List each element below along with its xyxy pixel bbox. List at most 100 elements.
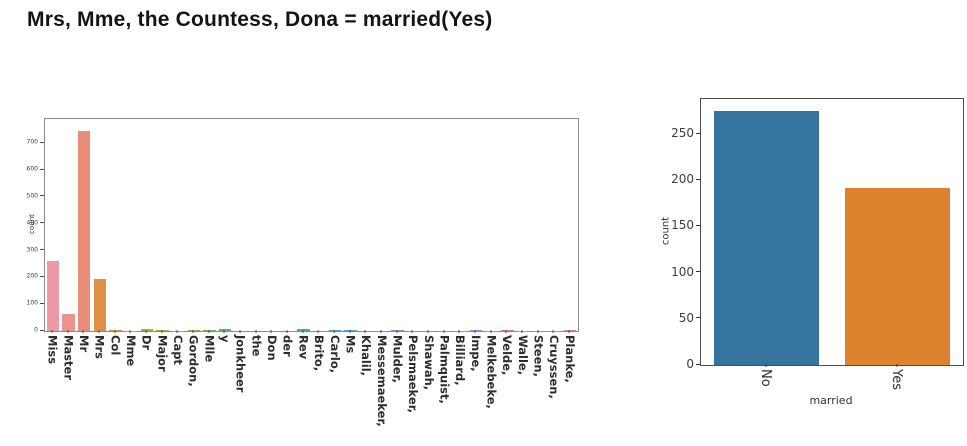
- y-tick-mark: [696, 271, 700, 273]
- x-tick-label-steen: Steen,: [531, 335, 546, 377]
- bar-slot-gordon: [186, 119, 202, 331]
- x-tick-label-master: Master: [61, 335, 76, 381]
- bar-slot-pelsmaeker: [405, 119, 421, 331]
- x-tick-label-mrs: Mrs: [92, 335, 107, 359]
- x-tick-mark: [317, 330, 319, 333]
- y-tick-mark: [40, 302, 44, 304]
- x-tick-label-col: Col: [108, 335, 123, 356]
- y-tick-mark: [40, 275, 44, 277]
- bar-slot-planke: [562, 119, 578, 331]
- x-tick-mark: [82, 330, 84, 333]
- bar-carlo: [328, 330, 342, 331]
- y-tick-label: 100: [26, 299, 38, 307]
- x-tick-mark: [208, 330, 210, 333]
- bars: [45, 119, 578, 331]
- bar-major: [156, 330, 169, 331]
- x-tick-mark: [568, 330, 570, 333]
- bar-slot-walle: [515, 119, 531, 331]
- x-tick-mark: [161, 330, 163, 333]
- bar-impe: [469, 330, 483, 331]
- y-tick-mark: [696, 317, 700, 319]
- x-tick-label-capt: Capt: [171, 335, 185, 365]
- x-tick-label-the: the: [249, 335, 264, 357]
- x-tick-mark: [51, 330, 53, 333]
- bar-slot-miss: [45, 119, 61, 331]
- x-tick-mark: [411, 330, 413, 333]
- y-tick-label: 600: [26, 165, 38, 173]
- y-tick-label: 0: [34, 326, 38, 334]
- x-tick-mark: [223, 330, 225, 333]
- bar-mr: [77, 131, 91, 331]
- bar-slot-der: [280, 119, 296, 331]
- bar-y: [218, 329, 232, 331]
- bar-slot-billiard: [452, 119, 468, 331]
- bar-mrs: [93, 278, 107, 331]
- y-tick-mark: [696, 363, 700, 365]
- x-tick-mark: [396, 330, 398, 333]
- x-tick-mark: [270, 330, 272, 333]
- x-tick-mark: [505, 330, 507, 333]
- x-tick-mark: [114, 330, 116, 333]
- bar-slot-shawah: [421, 119, 437, 331]
- bar-slot-mme: [123, 119, 139, 331]
- bar-slot-brito: [311, 119, 327, 331]
- y-tick-mark: [696, 132, 700, 134]
- page-title: Mrs, Mme, the Countess, Dona = married(Y…: [27, 8, 493, 31]
- x-tick-label-mr: Mr: [76, 335, 91, 353]
- bar-slot-ms: [343, 119, 359, 331]
- y-tick-label: 150: [671, 218, 694, 233]
- y-tick-label: 0: [686, 357, 694, 371]
- plot-area: [700, 98, 964, 366]
- x-tick-mark: [364, 330, 366, 333]
- y-axis-label: count: [28, 214, 36, 234]
- y-tick-label: 500: [26, 192, 38, 200]
- y-tick-label: 250: [671, 126, 694, 141]
- x-tick-label-jonkheer: Jonkheer: [233, 335, 248, 393]
- x-tick-label-pelsmaeker: Pelsmaeker,: [406, 335, 421, 414]
- bar-slot-palmquist: [437, 119, 453, 331]
- bar-slot-dr: [139, 119, 155, 331]
- bar-slot-velde: [499, 119, 515, 331]
- bar-slot-mrs: [92, 119, 108, 331]
- bar-slot-rev: [296, 119, 312, 331]
- x-axis: No Yes: [700, 98, 962, 390]
- bar-slot-cruyssen: [547, 119, 563, 331]
- bar-slot-no: [701, 99, 832, 365]
- x-tick-label-melkebeke: Melkebeke,: [484, 335, 499, 409]
- x-tick-mark: [521, 330, 523, 333]
- bar-planke: [563, 329, 577, 331]
- x-tick-mark: [349, 330, 351, 333]
- bar-slot-jonkheer: [233, 119, 249, 331]
- bar-slot-melkebeke: [484, 119, 500, 331]
- y-tick-mark: [40, 329, 44, 331]
- y-tick-label: 100: [671, 264, 694, 279]
- bar-slot-don: [264, 119, 280, 331]
- x-tick-label-no: No: [758, 369, 773, 387]
- bar-master: [62, 314, 75, 331]
- y-tick-label: 700: [26, 138, 38, 146]
- x-tick-label-yes: Yes: [889, 369, 904, 390]
- x-tick-label-khalil: Khalil,: [359, 335, 374, 377]
- x-tick-mark: [765, 364, 766, 367]
- bar-slot-col: [108, 119, 124, 331]
- x-tick-mark: [302, 330, 304, 333]
- x-tick-mark: [286, 330, 288, 333]
- x-tick-label-y: y: [218, 335, 233, 343]
- x-tick-mark: [192, 330, 194, 333]
- x-tick-label-cruyssen: Cruyssen,: [547, 335, 562, 399]
- bar-slot-y: [217, 119, 233, 331]
- bar-slot-major: [155, 119, 171, 331]
- x-tick-mark: [490, 330, 492, 333]
- bar-slot-mr: [76, 119, 92, 331]
- bars: [701, 99, 963, 365]
- x-tick-mark: [458, 330, 460, 333]
- bar-gordon: [187, 330, 201, 331]
- y-tick-label: 400: [26, 219, 38, 227]
- x-tick-mark: [427, 330, 429, 333]
- bar-velde: [501, 330, 514, 331]
- x-tick-label-gordon: Gordon,: [186, 335, 201, 387]
- x-tick-label-mme: Mme: [123, 335, 138, 367]
- bar-slot-mulder: [390, 119, 406, 331]
